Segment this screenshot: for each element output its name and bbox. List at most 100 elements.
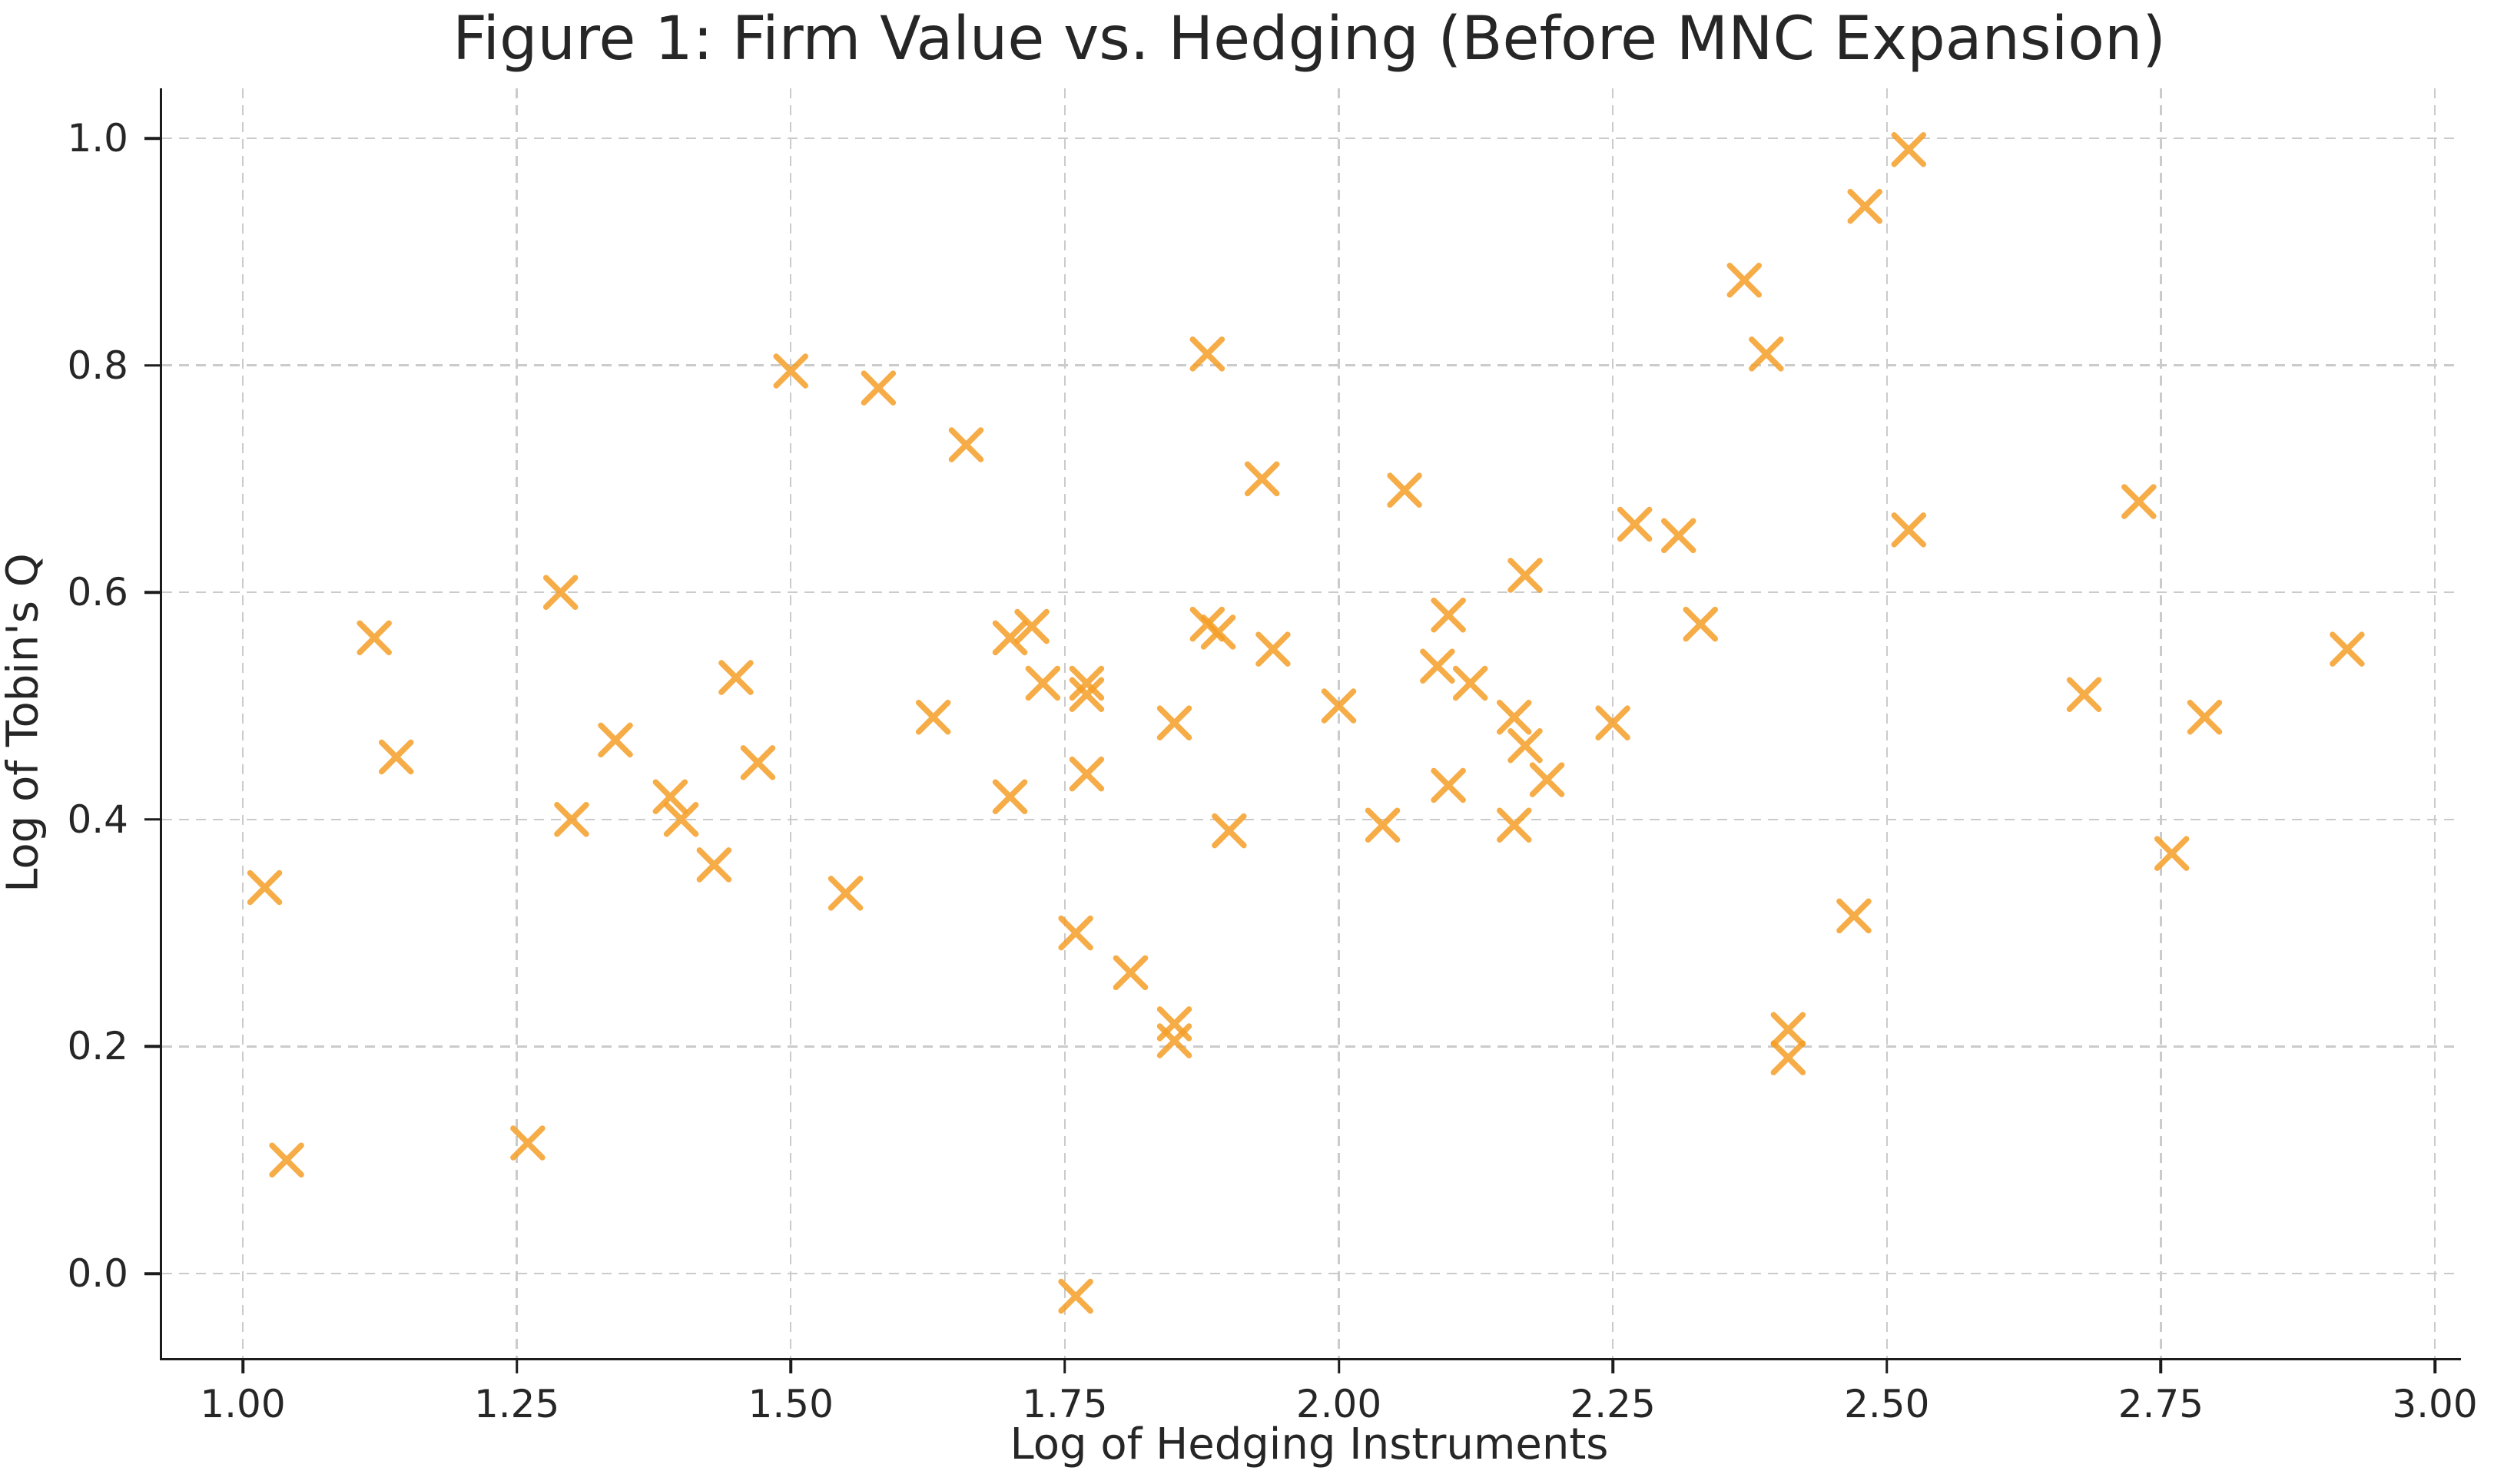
- x-gridline: [1885, 88, 1888, 1358]
- scatter-marker-x: [948, 427, 984, 462]
- scatter-marker-x: [1321, 688, 1357, 724]
- scatter-marker-x: [554, 802, 589, 837]
- scatter-marker-x: [1069, 756, 1105, 792]
- scatter-marker-x: [1365, 807, 1401, 843]
- y-tick-mark: [144, 591, 160, 594]
- scatter-marker-x: [1431, 767, 1466, 803]
- scatter-marker-x: [1726, 263, 1763, 298]
- y-tick-label: 0.6: [67, 570, 128, 615]
- scatter-marker-x: [2330, 631, 2365, 667]
- scatter-marker-x: [1617, 506, 1653, 542]
- scatter-marker-x: [718, 660, 754, 695]
- scatter-marker-x: [1891, 132, 1927, 167]
- scatter-marker-x: [1431, 598, 1466, 633]
- scatter-marker-x: [2121, 484, 2157, 519]
- scatter-marker-x: [1025, 665, 1061, 701]
- x-tick-mark: [515, 1358, 519, 1373]
- y-gridline: [162, 591, 2461, 594]
- scatter-marker-x: [1507, 558, 1543, 593]
- x-gridline: [241, 88, 244, 1358]
- scatter-marker-x: [1387, 472, 1422, 508]
- y-tick-label: 1.0: [67, 116, 128, 161]
- scatter-marker-x: [378, 739, 414, 775]
- scatter-marker-x: [598, 722, 633, 758]
- scatter-marker-x: [1683, 606, 1718, 642]
- x-tick-label: 1.75: [1022, 1382, 1108, 1426]
- y-gridline: [162, 1045, 2461, 1048]
- scatter-marker-x: [1496, 700, 1532, 735]
- scatter-marker-x: [1749, 336, 1784, 372]
- y-tick-mark: [144, 363, 160, 367]
- scatter-marker-x: [1113, 955, 1149, 991]
- scatter-marker-x: [696, 847, 732, 883]
- y-gridline: [162, 818, 2461, 820]
- scatter-marker-x: [1847, 188, 1882, 224]
- x-tick-label: 1.00: [200, 1382, 286, 1426]
- scatter-marker-x: [269, 1142, 304, 1178]
- scatter-layer: [247, 132, 2365, 1314]
- x-tick-label: 2.75: [2118, 1382, 2204, 1426]
- scatter-marker-x: [915, 700, 951, 735]
- y-gridline: [162, 1272, 2461, 1275]
- y-tick-mark: [144, 137, 160, 140]
- scatter-marker-x: [663, 802, 699, 837]
- x-tick-label: 1.50: [748, 1382, 834, 1426]
- x-tick-mark: [789, 1358, 792, 1373]
- x-tick-mark: [2159, 1358, 2163, 1373]
- y-tick-label: 0.0: [67, 1251, 128, 1296]
- scatter-marker-x: [1529, 762, 1565, 797]
- scatter-marker-x: [861, 370, 897, 406]
- scatter-marker-x: [1595, 705, 1630, 740]
- y-tick-mark: [144, 818, 160, 821]
- scatter-marker-x: [542, 575, 579, 610]
- scatter-marker-x: [1496, 807, 1532, 843]
- x-tick-mark: [1063, 1358, 1066, 1373]
- x-gridline: [516, 88, 518, 1358]
- scatter-marker-x: [1770, 1040, 1806, 1075]
- scatter-marker-x: [1156, 705, 1192, 740]
- y-gridline: [162, 137, 2461, 140]
- scatter-marker-x: [1244, 461, 1280, 497]
- scatter-marker-x: [1058, 1278, 1093, 1314]
- scatter-marker-x: [1058, 915, 1093, 951]
- scatter-marker-x: [773, 353, 808, 389]
- scatter-marker-x: [1014, 608, 1050, 644]
- scatter-marker-x: [1156, 1023, 1192, 1058]
- scatter-marker-x: [992, 620, 1028, 656]
- chart-title: Figure 1: Firm Value vs. Hedging (Before…: [453, 5, 2166, 74]
- y-tick-mark: [144, 1045, 160, 1048]
- x-gridline: [1063, 88, 1066, 1358]
- y-gridline: [162, 364, 2461, 366]
- y-tick-label: 0.4: [67, 797, 128, 842]
- scatter-marker-x: [1069, 665, 1105, 701]
- y-tick-label: 0.2: [67, 1024, 128, 1069]
- x-tick-mark: [2433, 1358, 2436, 1373]
- scatter-marker-x: [1200, 614, 1236, 650]
- scatter-marker-x: [1836, 898, 1872, 934]
- scatter-marker-x: [1069, 677, 1105, 712]
- x-axis-label: Log of Hedging Instruments: [1010, 1419, 1609, 1469]
- y-tick-mark: [144, 1272, 160, 1275]
- scatter-marker-x: [740, 745, 776, 780]
- scatter-marker-x: [1189, 336, 1225, 372]
- x-tick-label: 3.00: [2392, 1382, 2478, 1426]
- scatter-marker-x: [2154, 836, 2190, 871]
- scatter-marker-x: [652, 779, 688, 814]
- scatter-marker-x: [1507, 727, 1543, 764]
- scatter-marker-x: [1420, 648, 1455, 684]
- x-gridline: [1338, 88, 1340, 1358]
- x-tick-label: 2.25: [1570, 1382, 1656, 1426]
- y-axis-label: Log of Tobin's Q: [0, 553, 48, 893]
- scatter-marker-x: [1255, 631, 1291, 667]
- scatter-marker-x: [992, 779, 1028, 814]
- scatter-marker-x: [510, 1125, 546, 1161]
- scatter-marker-x: [357, 620, 392, 656]
- scatter-marker-x: [1660, 518, 1696, 554]
- x-tick-mark: [241, 1358, 244, 1373]
- x-tick-mark: [1885, 1358, 1889, 1373]
- scatter-marker-x: [2066, 677, 2102, 712]
- scatter-marker-x: [247, 870, 283, 906]
- x-gridline: [2160, 88, 2162, 1358]
- scatter-marker-x: [1212, 813, 1247, 849]
